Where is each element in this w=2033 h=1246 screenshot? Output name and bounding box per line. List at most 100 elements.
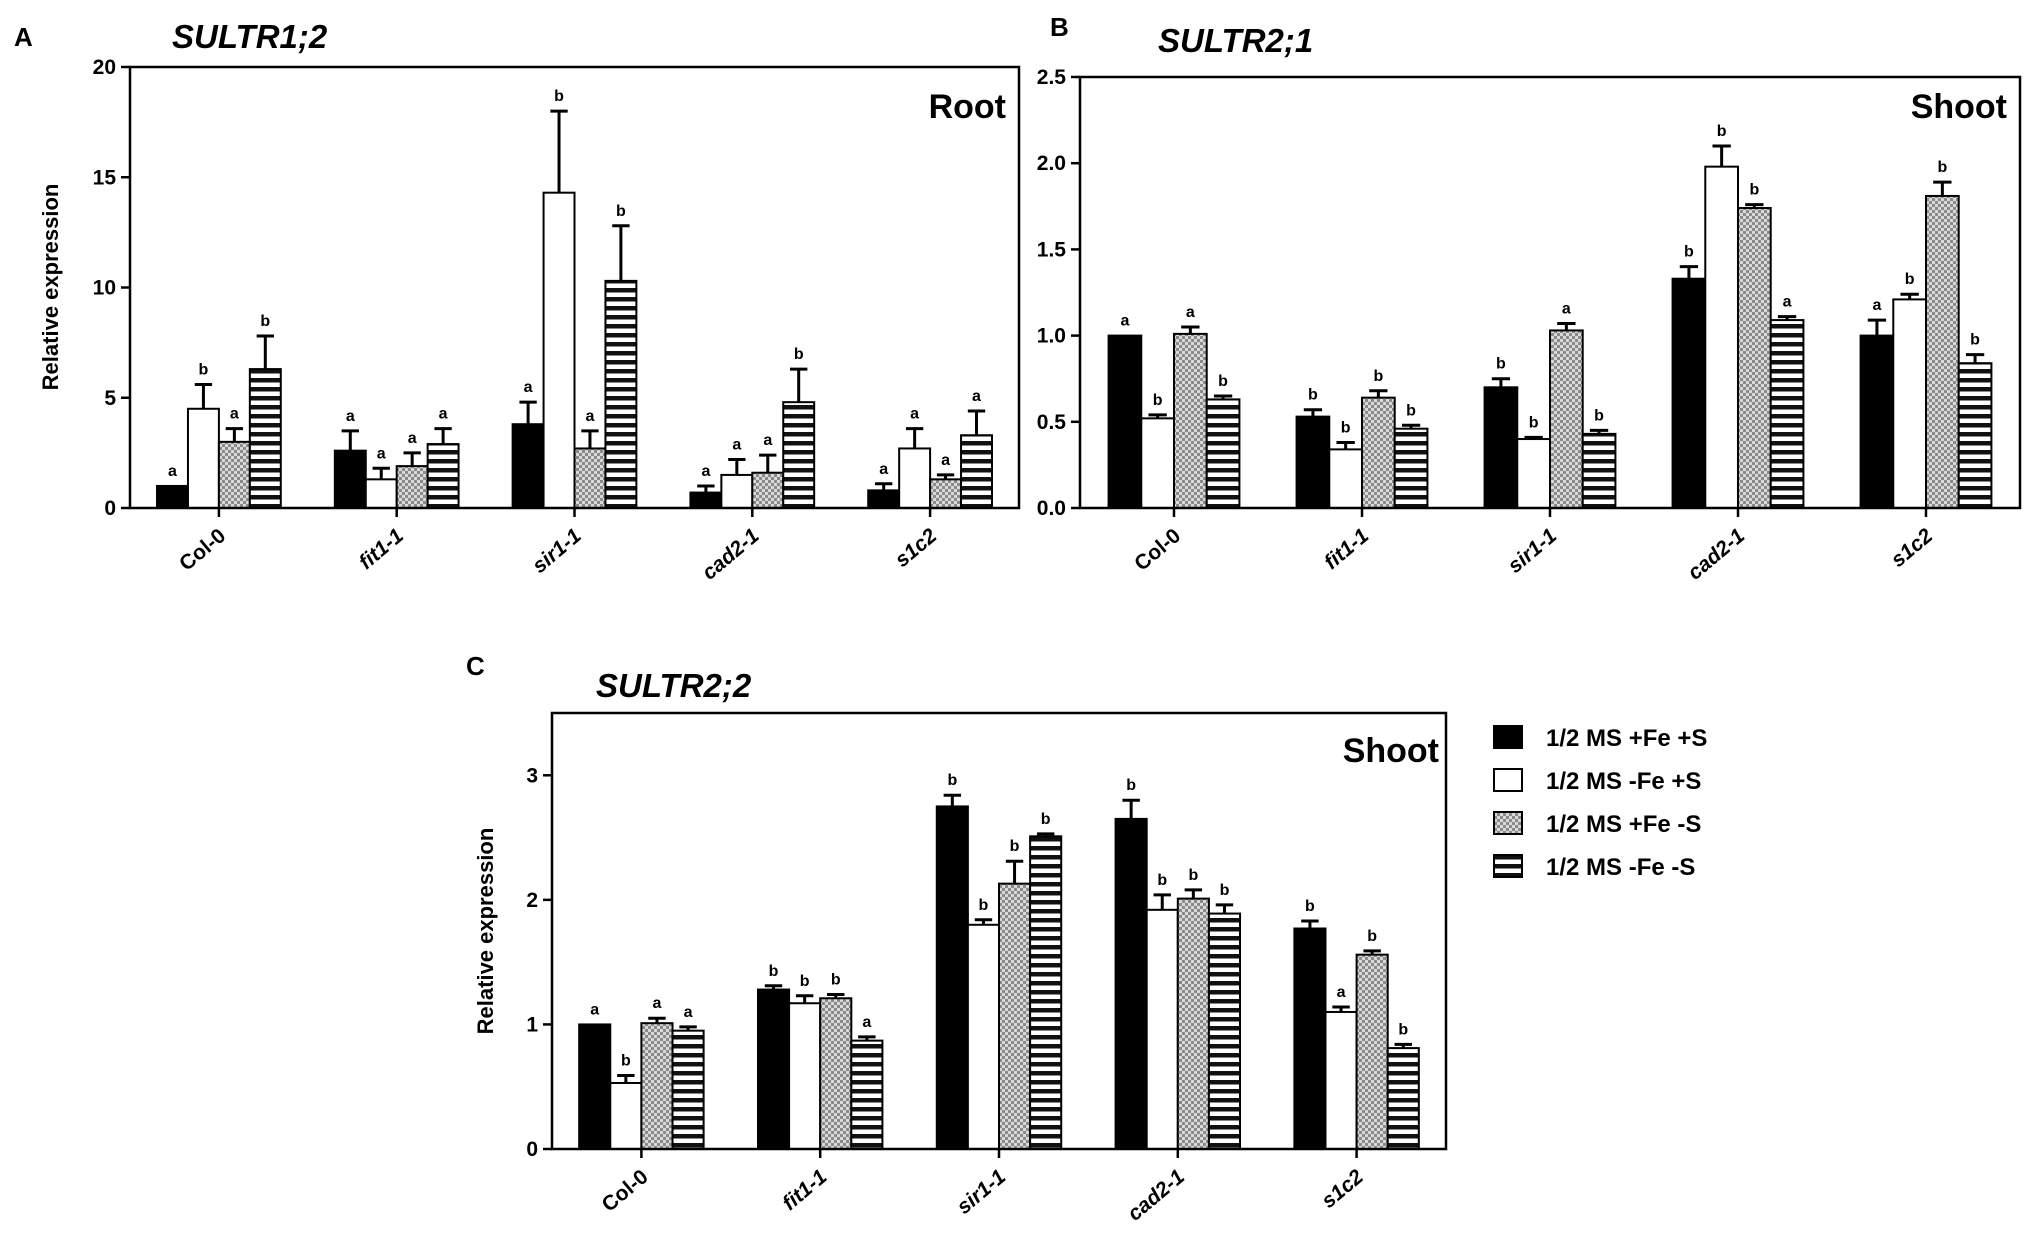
y-axis-label: Relative expression (473, 828, 498, 1035)
significance-letter: b (1367, 928, 1377, 945)
bar-s1c2-series-1 (1293, 927, 1327, 1151)
bar-cad2-1-series-3 (1737, 207, 1772, 510)
significance-letter: b (260, 313, 270, 330)
significance-letter: b (1529, 414, 1539, 431)
legend-swatch (1493, 854, 1523, 878)
bar-sir1-1-series-4 (604, 279, 638, 509)
significance-letter: a (1337, 984, 1346, 1001)
significance-letter: a (653, 995, 662, 1012)
significance-letter: b (947, 772, 957, 789)
bar-sir1-1-series-2 (542, 191, 576, 509)
significance-letter: b (554, 88, 564, 105)
panel-a: A SULTR1;2 Root Relative expression a b a b Col-… (14, 18, 1021, 585)
significance-letter: a (879, 461, 888, 478)
bar-Col-0-series-1 (578, 1023, 612, 1151)
significance-letter: b (1749, 182, 1759, 199)
bar-Col-0-series-1 (156, 484, 189, 510)
y-tick-label: 5 (104, 387, 116, 410)
panel-letter: B (1050, 12, 1069, 42)
bar-sir1-1-series-3 (1549, 329, 1584, 509)
significance-letter: b (1496, 356, 1506, 373)
y-tick-label: 0.5 (1037, 411, 1067, 434)
significance-letter: a (524, 379, 533, 396)
legend-label: 1/2 MS +Fe -S (1546, 811, 1701, 838)
significance-letter: a (1783, 294, 1792, 311)
y-tick-label: 1.0 (1037, 325, 1066, 348)
bar-fit1-1-series-4 (850, 1039, 884, 1150)
x-tick-label: s1c2 (1317, 1165, 1368, 1213)
significance-letter: b (1041, 811, 1051, 828)
bar-fit1-1-series-2 (364, 478, 398, 509)
bar-sir1-1-series-1 (935, 805, 969, 1150)
bar-Col-0-series-2 (186, 407, 220, 509)
x-tick-label: s1c2 (891, 524, 942, 572)
legend-label: 1/2 MS -Fe -S (1546, 854, 1695, 881)
y-axis-label: Relative expression (38, 184, 63, 391)
significance-letter: a (1120, 313, 1129, 330)
bar-cad2-1-series-4 (782, 401, 816, 509)
bar-Col-0-series-2 (609, 1081, 643, 1150)
bar-Col-0-series-4 (1205, 398, 1241, 510)
significance-letter: a (439, 406, 448, 423)
significance-letter: b (979, 897, 989, 914)
significance-letter: b (621, 1053, 631, 1070)
significance-letter: b (1684, 244, 1694, 261)
significance-letter: b (1157, 872, 1167, 889)
x-tick-label: Col-0 (598, 1165, 653, 1216)
x-tick-label: sir1-1 (952, 1165, 1010, 1219)
bar-fit1-1-series-1 (1295, 415, 1331, 510)
significance-letter: a (230, 406, 239, 423)
significance-letter: b (1305, 898, 1315, 915)
significance-letter: b (1937, 159, 1947, 176)
significance-letter: a (701, 463, 710, 480)
x-tick-label: s1c2 (1887, 524, 1938, 572)
significance-letter: b (800, 973, 810, 990)
legend-swatch (1493, 811, 1523, 835)
significance-letter: b (1406, 402, 1416, 419)
significance-letter: b (794, 346, 804, 363)
bar-fit1-1-series-3 (1361, 396, 1396, 509)
significance-letter: a (910, 406, 919, 423)
significance-letter: a (684, 1004, 693, 1021)
significance-letter: b (1398, 1021, 1408, 1038)
legend-label: 1/2 MS -Fe +S (1546, 768, 1701, 795)
significance-letter: b (1218, 373, 1228, 390)
bar-Col-0-series-3 (1173, 332, 1208, 509)
x-tick-label: cad2-1 (698, 524, 764, 584)
bar-cad2-1-series-2 (720, 473, 754, 509)
significance-letter: b (616, 203, 626, 220)
y-tick-label: 15 (93, 166, 117, 189)
bar-sir1-1-series-2 (966, 923, 1001, 1151)
x-tick-label: fit1-1 (355, 524, 408, 574)
bar-fit1-1-series-2 (788, 1002, 822, 1150)
chart-title: SULTR2;1 (1158, 22, 1313, 59)
bar-fit1-1-series-3 (395, 465, 429, 509)
bar-Col-0-series-3 (640, 1022, 674, 1150)
significance-letter: b (1153, 392, 1163, 409)
panel-letter: C (466, 651, 485, 681)
significance-letter: a (586, 408, 595, 425)
significance-letter: a (408, 430, 417, 447)
chart-title: SULTR2;2 (596, 667, 752, 704)
bar-s1c2-series-3 (1925, 194, 1960, 510)
bar-sir1-1-series-1 (1483, 386, 1519, 510)
bar-cad2-1-series-2 (1704, 165, 1740, 509)
panel-b: B SULTR2;1 Shoot a b a b Col-0 b b b b fit1-1 b b a b sir… (1037, 12, 2022, 585)
panel-c: C SULTR2;2 Shoot Relative expression a b a a Col… (466, 651, 1448, 1226)
bar-cad2-1-series-1 (1114, 817, 1148, 1150)
y-tick-label: 2.0 (1037, 152, 1066, 175)
x-tick-label: fit1-1 (1320, 524, 1373, 574)
bar-Col-0-series-4 (248, 368, 282, 509)
bar-s1c2-series-3 (929, 478, 963, 509)
bar-s1c2-series-2 (1892, 298, 1928, 509)
bar-fit1-1-series-1 (756, 988, 791, 1150)
significance-letter: a (168, 463, 177, 480)
bar-fit1-1-series-4 (426, 443, 460, 509)
bar-s1c2-series-2 (898, 447, 932, 509)
x-tick-label: fit1-1 (778, 1165, 831, 1215)
bar-cad2-1-series-1 (1671, 277, 1707, 509)
bar-cad2-1-series-3 (751, 471, 785, 509)
x-tick-label: Col-0 (175, 524, 230, 575)
significance-letter: a (346, 408, 355, 425)
